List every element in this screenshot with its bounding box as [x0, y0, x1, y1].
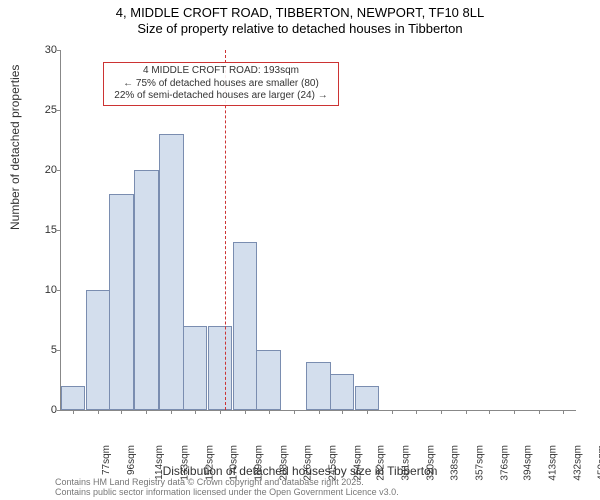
histogram-bar — [208, 326, 232, 410]
y-axis-label: Number of detached properties — [8, 65, 22, 230]
chart-container: 4, MIDDLE CROFT ROAD, TIBBERTON, NEWPORT… — [0, 0, 600, 500]
x-tick-mark — [171, 410, 172, 414]
histogram-bar — [233, 242, 257, 410]
y-tick-label: 25 — [29, 104, 57, 116]
annotation-line: ← 75% of detached houses are smaller (80… — [108, 78, 334, 91]
x-tick-mark — [73, 410, 74, 414]
plot-area: 05101520253077sqm96sqm114sqm133sqm152sqm… — [60, 50, 576, 411]
x-tick-mark — [269, 410, 270, 414]
x-tick-mark — [319, 410, 320, 414]
footer-attribution: Contains HM Land Registry data © Crown c… — [55, 478, 399, 498]
annotation-line: 22% of semi-detached houses are larger (… — [108, 90, 334, 103]
x-tick-mark — [195, 410, 196, 414]
x-tick-mark — [121, 410, 122, 414]
y-tick-label: 20 — [29, 164, 57, 176]
histogram-bar — [256, 350, 280, 410]
x-tick-mark — [563, 410, 564, 414]
title-line2: Size of property relative to detached ho… — [0, 21, 600, 37]
y-tick-mark — [57, 50, 61, 51]
x-tick-mark — [514, 410, 515, 414]
x-tick-mark — [146, 410, 147, 414]
x-tick-mark — [294, 410, 295, 414]
title-line1: 4, MIDDLE CROFT ROAD, TIBBERTON, NEWPORT… — [0, 5, 600, 21]
x-tick-mark — [342, 410, 343, 414]
y-tick-label: 15 — [29, 224, 57, 236]
x-tick-mark — [539, 410, 540, 414]
title-block: 4, MIDDLE CROFT ROAD, TIBBERTON, NEWPORT… — [0, 0, 600, 36]
histogram-bar — [330, 374, 354, 410]
y-tick-mark — [57, 110, 61, 111]
x-tick-mark — [98, 410, 99, 414]
histogram-bar — [109, 194, 133, 410]
x-tick-mark — [392, 410, 393, 414]
histogram-bar — [134, 170, 158, 410]
histogram-bar — [86, 290, 110, 410]
y-tick-mark — [57, 170, 61, 171]
x-tick-mark — [489, 410, 490, 414]
histogram-bar — [159, 134, 183, 410]
y-tick-label: 30 — [29, 44, 57, 56]
histogram-bar — [355, 386, 379, 410]
x-tick-mark — [416, 410, 417, 414]
x-tick-mark — [220, 410, 221, 414]
x-tick-mark — [367, 410, 368, 414]
y-tick-label: 10 — [29, 284, 57, 296]
histogram-bar — [61, 386, 85, 410]
y-tick-label: 5 — [29, 344, 57, 356]
x-tick-mark — [466, 410, 467, 414]
annotation-box: 4 MIDDLE CROFT ROAD: 193sqm← 75% of deta… — [103, 62, 339, 106]
y-tick-mark — [57, 230, 61, 231]
y-tick-mark — [57, 410, 61, 411]
annotation-line: 4 MIDDLE CROFT ROAD: 193sqm — [108, 65, 334, 78]
y-tick-label: 0 — [29, 404, 57, 416]
x-tick-mark — [245, 410, 246, 414]
histogram-bar — [306, 362, 330, 410]
histogram-bar — [183, 326, 207, 410]
y-tick-mark — [57, 290, 61, 291]
y-tick-mark — [57, 350, 61, 351]
x-tick-mark — [441, 410, 442, 414]
x-axis-label: Distribution of detached houses by size … — [0, 464, 600, 478]
footer-line2: Contains public sector information licen… — [55, 488, 399, 498]
